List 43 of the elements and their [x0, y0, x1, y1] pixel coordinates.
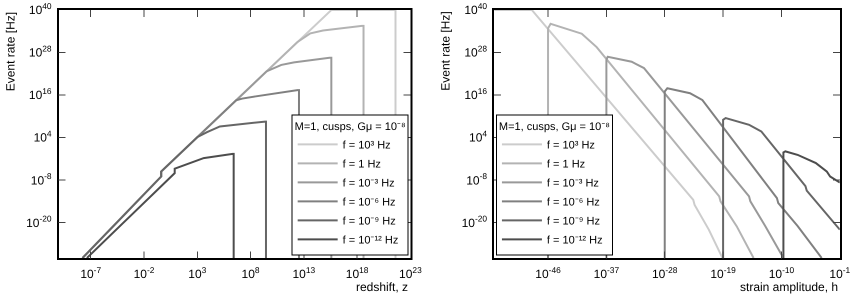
y-tick-label: 10$^{4}$	[34, 128, 52, 145]
x-axis-title: redshift, z	[356, 280, 408, 294]
x-tick-label: 10$^{-7}$	[80, 265, 102, 282]
legend-label: f = 10⁻⁹ Hz	[342, 216, 396, 228]
x-tick-label: 10$^{-19}$	[710, 265, 736, 282]
legend-title: M=1, cusps, Gμ = 10⁻⁸	[294, 120, 406, 133]
y-tick-label: 10$^{16}$	[28, 86, 52, 102]
legend-label: f = 10⁻⁶ Hz	[342, 196, 396, 209]
x-tick-label: 10$^{13}$	[292, 265, 316, 282]
y-tick-label: 10$^{4}$	[469, 128, 488, 145]
x-tick-label: 10$^{-46}$	[535, 265, 562, 282]
x-tick-label: 10$^{18}$	[346, 265, 369, 282]
x-tick-label: 10$^{-10}$	[768, 265, 795, 282]
y-tick-label: 10$^{-20}$	[462, 214, 488, 230]
x-tick-label: 10$^{23}$	[399, 265, 422, 282]
legend-label: f = 10⁻³ Hz	[546, 178, 599, 190]
x-tick-label: 10$^{-37}$	[594, 265, 620, 282]
legend-label: f = 10⁻³ Hz	[342, 178, 395, 190]
y-axis-title: Event rate [Hz]	[438, 11, 453, 91]
legend-label: f = 1 Hz	[546, 158, 586, 171]
y-tick-label: 10$^{-8}$	[466, 171, 488, 188]
legend-label: f = 10³ Hz	[546, 140, 595, 152]
legend-label: f = 1 Hz	[342, 158, 381, 171]
y-tick-label: 10$^{28}$	[28, 44, 52, 60]
y-tick-label: 10$^{28}$	[464, 44, 488, 60]
y-tick-label: 10$^{40}$	[464, 1, 488, 18]
y-tick-label: 10$^{40}$	[28, 1, 52, 18]
legend-label: f = 10³ Hz	[342, 140, 391, 152]
x-tick-label: 10$^{8}$	[242, 265, 260, 282]
y-axis-title: Event rate [Hz]	[3, 12, 18, 92]
y-tick-label: 10$^{-8}$	[30, 171, 52, 188]
x-axis-title: strain amplitude, h	[740, 280, 838, 294]
legend-label: f = 10⁻¹² Hz	[546, 234, 603, 247]
x-tick-label: 10$^{-28}$	[652, 265, 678, 282]
x-tick-label: 10$^{3}$	[188, 265, 207, 282]
legend-title: M=1, cusps, Gμ = 10⁻⁸	[498, 120, 610, 133]
x-tick-label: 10$^{-1}$	[829, 265, 851, 282]
legend-label: f = 10⁻⁶ Hz	[546, 196, 600, 209]
y-tick-label: 10$^{-20}$	[26, 214, 52, 230]
legend-label: f = 10⁻¹² Hz	[342, 234, 398, 247]
x-tick-label: 10$^{-2}$	[134, 265, 155, 282]
legend-label: f = 10⁻⁹ Hz	[546, 216, 600, 228]
y-tick-label: 10$^{16}$	[464, 86, 488, 102]
